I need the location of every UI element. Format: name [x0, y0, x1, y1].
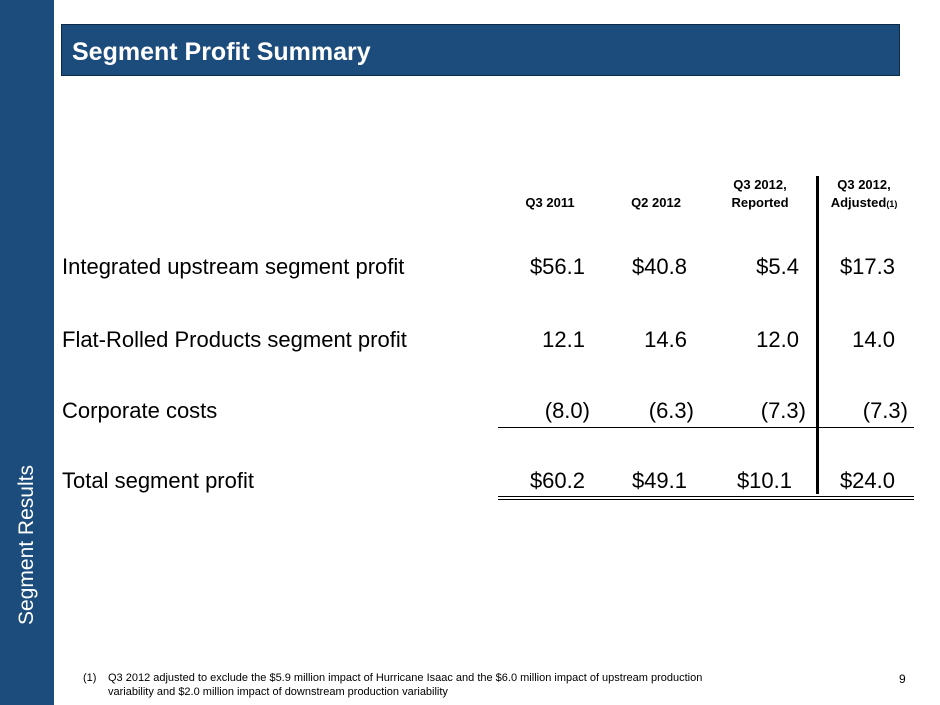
total-double-rule-bottom [498, 499, 914, 500]
side-section-label: Segment Results [15, 465, 38, 625]
cell-value: $60.2 [529, 468, 585, 493]
footnote-marker: (1) [83, 672, 97, 684]
side-bar: Segment Results [0, 0, 54, 705]
cell-value: $40.8 [631, 254, 687, 279]
column-header-line2: Adjusted [830, 195, 887, 210]
page-title: Segment Profit Summary [72, 38, 371, 66]
subtotal-rule [498, 427, 914, 428]
cell-value: (7.3) [760, 398, 806, 423]
cell-value: $17.3 [839, 254, 895, 279]
column-header-line1: Q3 2012, [837, 177, 891, 192]
cell-value: $10.1 [736, 468, 792, 493]
column-header-q3-2012-reported: Q3 2012, Reported [718, 176, 802, 212]
row-label-total-segment-profit: Total segment profit [62, 468, 254, 493]
cell-value: 14.0 [852, 327, 895, 352]
cell-value: $56.1 [529, 254, 585, 279]
cell-value: 12.1 [542, 327, 585, 352]
row-label-flat-rolled: Flat-Rolled Products segment profit [62, 327, 407, 352]
column-header-line2: Q2 2012 [631, 195, 681, 210]
column-header-q2-2012: Q2 2012 [618, 176, 694, 212]
row-label-integrated-upstream: Integrated upstream segment profit [62, 254, 405, 279]
footnote-reference: (1) [886, 199, 898, 209]
page-number: 9 [899, 672, 906, 686]
footnote: (1) Q3 2012 adjusted to exclude the $5.9… [83, 671, 766, 699]
cell-value: $49.1 [631, 468, 687, 493]
column-header-line2: Q3 2011 [525, 195, 575, 210]
total-double-rule-top [498, 496, 914, 497]
cell-value: $24.0 [839, 468, 895, 493]
column-header-line1 [618, 176, 694, 194]
adjusted-column-divider [816, 176, 819, 494]
cell-value: (6.3) [648, 398, 694, 423]
footnote-line-2: variability and $2.0 million impact of d… [108, 686, 448, 698]
title-banner: Segment Profit Summary [61, 24, 900, 76]
column-header-line1: Q3 2012, [733, 177, 787, 192]
column-header-line1 [512, 176, 588, 194]
cell-value: 12.0 [756, 327, 799, 352]
column-header-q3-2012-adjusted: Q3 2012, Adjusted(1) [820, 176, 908, 213]
column-header-line2: Reported [731, 195, 789, 210]
cell-value: (7.3) [862, 398, 908, 423]
column-header-q3-2011: Q3 2011 [512, 176, 588, 212]
row-label-corporate-costs: Corporate costs [62, 398, 218, 423]
footnote-line-1: Q3 2012 adjusted to exclude the $5.9 mil… [108, 672, 703, 684]
cell-value: $5.4 [756, 254, 799, 279]
cell-value: 14.6 [644, 327, 687, 352]
cell-value: (8.0) [544, 398, 590, 423]
